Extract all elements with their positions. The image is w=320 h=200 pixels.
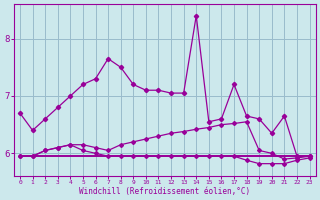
X-axis label: Windchill (Refroidissement éolien,°C): Windchill (Refroidissement éolien,°C) xyxy=(79,187,250,196)
